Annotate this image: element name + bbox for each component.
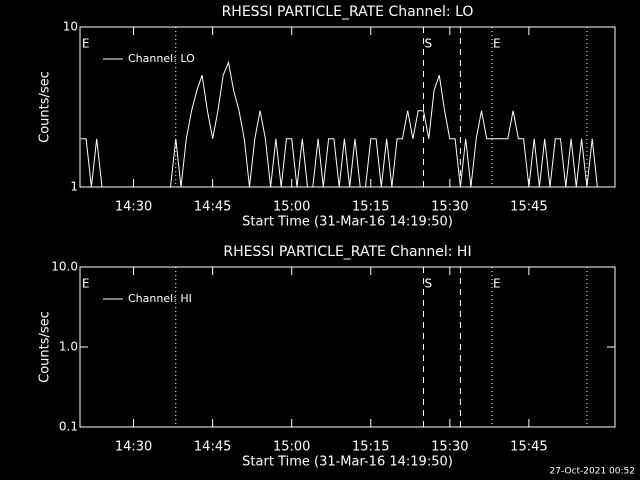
chart-title: RHESSI PARTICLE_RATE Channel: LO xyxy=(222,4,474,20)
x-tick-label: 15:15 xyxy=(352,440,389,455)
x-axis-label: Start Time (31-Mar-16 14:19:50) xyxy=(242,215,453,230)
plot-frame xyxy=(79,26,616,188)
legend-label: Channel: HI xyxy=(128,292,192,305)
y-axis-label: Counts/sec xyxy=(38,71,53,143)
chart-title: RHESSI PARTICLE_RATE Channel: HI xyxy=(223,244,471,260)
x-tick-label: 15:30 xyxy=(431,440,468,455)
y-tick-label: 1 xyxy=(70,180,78,194)
data-line xyxy=(80,60,614,188)
x-tick-label: 14:30 xyxy=(115,200,152,215)
x-tick-label: 15:45 xyxy=(510,440,547,455)
footer: 27-Oct-2021 00:52 xyxy=(550,467,635,477)
x-tick-label: 14:45 xyxy=(194,200,231,215)
y-axis-label: Counts/sec xyxy=(38,311,53,383)
y-tick-label: 10.0 xyxy=(51,260,78,274)
x-tick-label: 15:30 xyxy=(431,200,468,215)
legend-label: Channel: LO xyxy=(128,52,195,65)
event-flag: S xyxy=(424,277,432,291)
x-tick-label: 15:00 xyxy=(273,200,310,215)
x-tick-label: 14:45 xyxy=(194,440,231,455)
event-flag: E xyxy=(82,37,90,51)
y-tick-label: 0.1 xyxy=(59,420,78,434)
event-flag: E xyxy=(493,277,501,291)
event-flag: S xyxy=(424,37,432,51)
event-flag: E xyxy=(82,277,90,291)
x-tick-label: 15:45 xyxy=(510,200,547,215)
x-tick-label: 15:15 xyxy=(352,200,389,215)
x-tick-label: 14:30 xyxy=(115,440,152,455)
x-axis-label: Start Time (31-Mar-16 14:19:50) xyxy=(242,455,453,470)
y-tick-label: 10 xyxy=(63,20,78,34)
y-tick-label: 1.0 xyxy=(59,340,78,354)
x-tick-label: 15:00 xyxy=(273,440,310,455)
event-flag: E xyxy=(493,37,501,51)
